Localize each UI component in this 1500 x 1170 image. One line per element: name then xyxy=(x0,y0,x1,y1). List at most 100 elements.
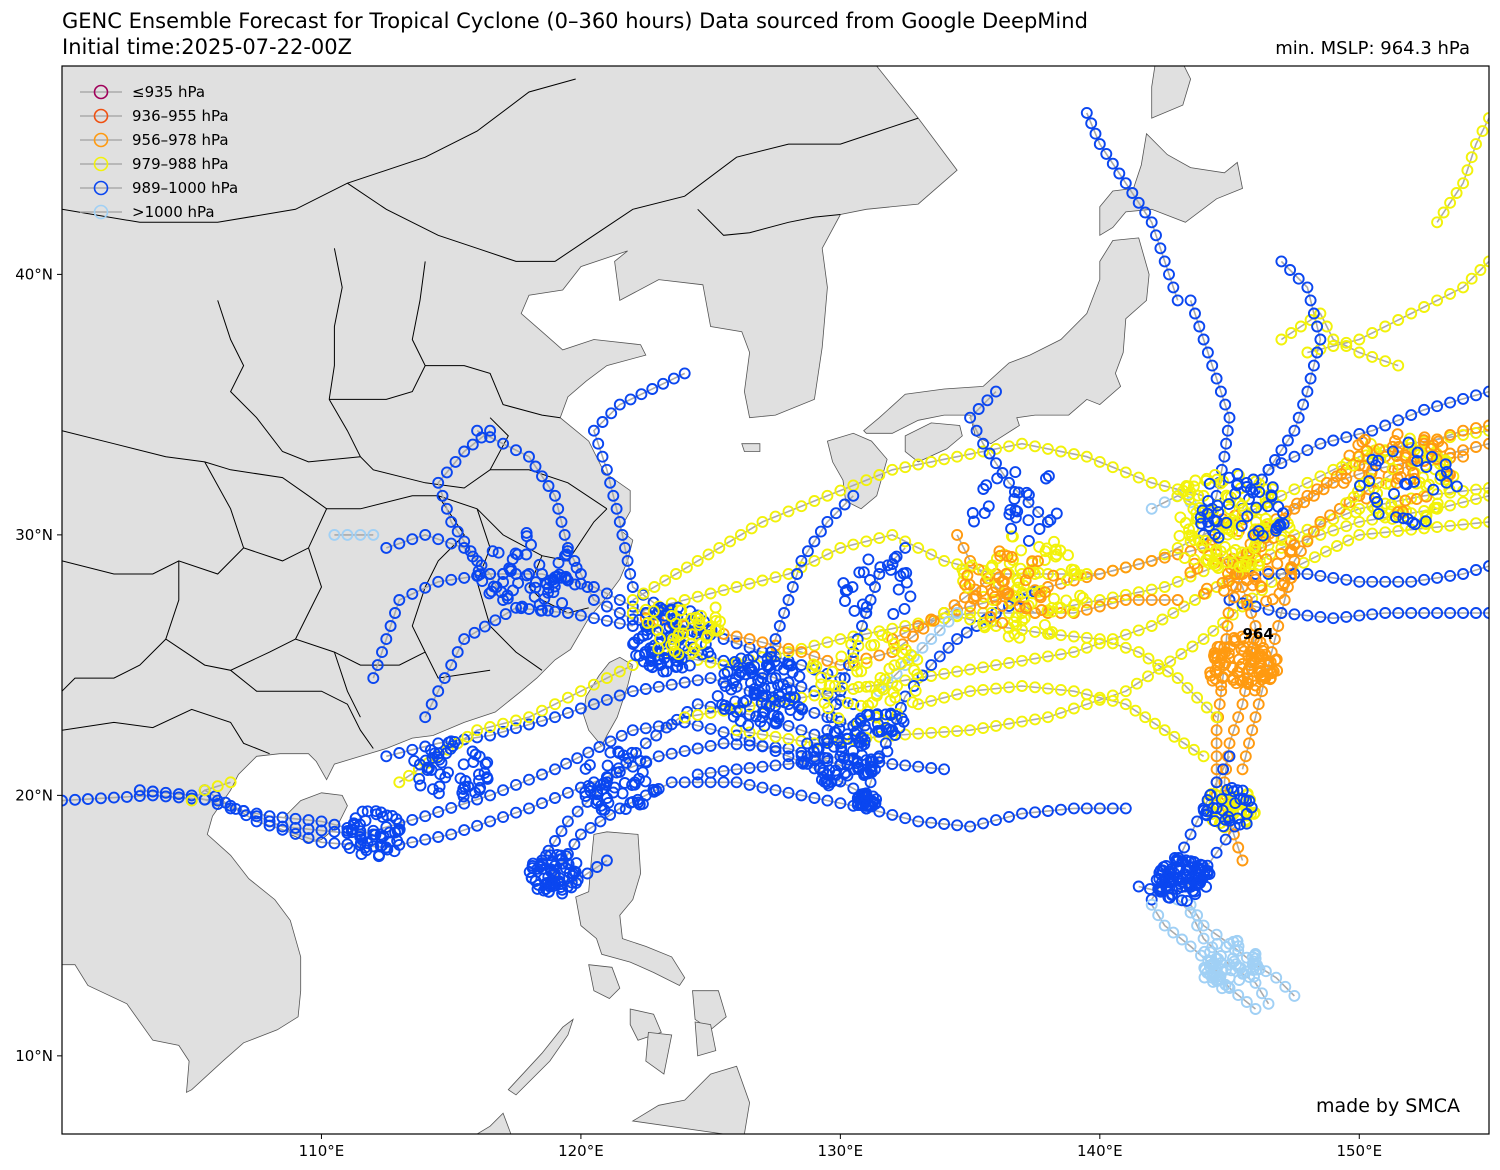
track-marker xyxy=(458,571,471,584)
track-marker xyxy=(1392,314,1405,326)
track-marker xyxy=(1184,570,1197,583)
track-marker xyxy=(497,717,510,730)
track-marker xyxy=(1093,600,1106,613)
cluster-marker-cluster-guangdong xyxy=(432,787,445,800)
province-borders xyxy=(62,78,919,755)
cluster-marker-cluster-blue-upper xyxy=(1203,477,1216,490)
track-marker xyxy=(873,532,886,545)
track-marker xyxy=(1307,307,1320,320)
cluster-marker-cluster-yellow-mid xyxy=(836,680,849,693)
cluster-marker-cluster-yellow-upper xyxy=(1200,474,1213,487)
track-marker xyxy=(1132,880,1145,893)
cluster-marker-cluster-genesis-main xyxy=(1160,879,1173,892)
track-marker xyxy=(795,500,808,513)
track-marker xyxy=(1418,403,1431,416)
track-marker xyxy=(1089,127,1102,140)
track-marker xyxy=(1119,466,1132,479)
track-marker xyxy=(873,568,886,580)
cluster-marker-cluster-yellow-mid xyxy=(822,702,835,715)
cluster-marker-cluster-orange-core xyxy=(1237,674,1249,687)
track-marker xyxy=(1067,702,1080,715)
track-marker xyxy=(1119,561,1132,574)
cluster-marker-cluster-luzon-strait xyxy=(556,883,569,896)
track-marker xyxy=(730,763,743,776)
land-mindoro xyxy=(588,964,621,999)
cluster-marker-cluster-orange-upper xyxy=(1262,565,1275,578)
track-marker xyxy=(1197,750,1210,763)
cluster-marker-cluster-blue-east xyxy=(1388,487,1400,500)
cluster-marker-cluster-east-china xyxy=(552,556,565,569)
cluster-marker-cluster-guangdong xyxy=(440,747,453,760)
track-marker xyxy=(678,367,691,380)
track-marker xyxy=(1431,216,1444,229)
track-marker xyxy=(587,678,600,691)
track-marker xyxy=(445,515,458,528)
cluster-marker-cluster-yellow-upper xyxy=(1220,522,1233,535)
track-marker xyxy=(1483,515,1489,528)
cluster-marker-cluster-yellow-central xyxy=(1066,605,1079,618)
cluster-marker-cluster-yellow-upper xyxy=(1223,503,1236,516)
track-marker xyxy=(1119,594,1132,606)
track-marker xyxy=(1119,177,1132,190)
track-marker xyxy=(1301,444,1314,457)
track-marker xyxy=(1314,569,1327,582)
track-marker xyxy=(471,819,484,832)
track-marker xyxy=(1041,442,1054,455)
track-marker xyxy=(574,828,587,841)
track-marker xyxy=(1444,499,1457,512)
track-yellow-north-1 xyxy=(632,442,1204,601)
track-marker xyxy=(1275,607,1288,619)
cluster-marker-cluster-east-china-sea xyxy=(765,651,778,663)
track-marker xyxy=(1106,597,1119,610)
land-mainland-asia xyxy=(62,66,958,1093)
cluster-marker-cluster-yellow-mid xyxy=(852,681,865,693)
track-marker xyxy=(1366,350,1379,363)
track-marker xyxy=(497,725,510,738)
track-marker xyxy=(1067,630,1080,643)
cluster-marker-cluster-yellow-central xyxy=(1048,592,1060,605)
track-marker xyxy=(451,646,464,659)
cluster-marker-cluster-east-china-sea xyxy=(777,678,789,691)
track-marker xyxy=(1093,637,1106,650)
track-marker xyxy=(552,502,565,515)
cluster-marker-cluster-east-china-sea xyxy=(785,684,798,697)
track-marker xyxy=(440,466,453,479)
track-marker xyxy=(172,788,185,801)
cluster-marker-cluster-east-china-sea xyxy=(758,705,771,718)
cluster-marker-cluster-taiwan-yellow xyxy=(665,610,678,622)
cluster-marker-cluster-east-china xyxy=(487,580,500,593)
track-marker xyxy=(713,541,726,554)
cluster-marker-cluster-okinawa-blue xyxy=(886,558,899,571)
track-marker xyxy=(951,633,964,646)
cluster-marker-cluster-luzon-strait xyxy=(569,866,582,878)
track-blue-okinawa xyxy=(761,495,854,679)
track-marker xyxy=(624,568,637,580)
cluster-marker-cluster-philippine-sea xyxy=(851,755,864,768)
track-marker xyxy=(1292,411,1305,424)
track-marker xyxy=(704,672,717,685)
track-marker xyxy=(484,729,497,742)
track-marker xyxy=(587,424,600,437)
cluster-marker-cluster-blue-upper xyxy=(1247,473,1260,486)
track-marker xyxy=(1268,633,1281,646)
province-border-5 xyxy=(328,399,509,489)
cluster-marker-cluster-genesis-light xyxy=(1228,955,1241,968)
cluster-marker-cluster-taiwan-east xyxy=(702,646,715,659)
track-marker xyxy=(646,383,659,395)
track-marker xyxy=(977,661,990,674)
cluster-marker-cluster-east-china-sea xyxy=(792,709,805,721)
cluster-marker-cluster-guangdong xyxy=(433,753,446,766)
track-marker xyxy=(1340,340,1353,352)
cluster-marker-cluster-taiwan-east xyxy=(646,661,659,674)
track-marker xyxy=(1437,206,1450,219)
track-marker xyxy=(107,791,120,804)
cluster-marker-cluster-yellow-mid xyxy=(855,699,867,712)
track-marker xyxy=(1444,519,1457,532)
track-marker xyxy=(1246,724,1259,737)
track-marker xyxy=(899,620,912,632)
cluster-marker-cluster-east-china xyxy=(529,581,542,594)
track-marker xyxy=(587,594,600,606)
track-marker xyxy=(1405,307,1418,320)
cluster-marker-cluster-orange-central xyxy=(1033,589,1046,602)
track-marker xyxy=(393,776,406,789)
